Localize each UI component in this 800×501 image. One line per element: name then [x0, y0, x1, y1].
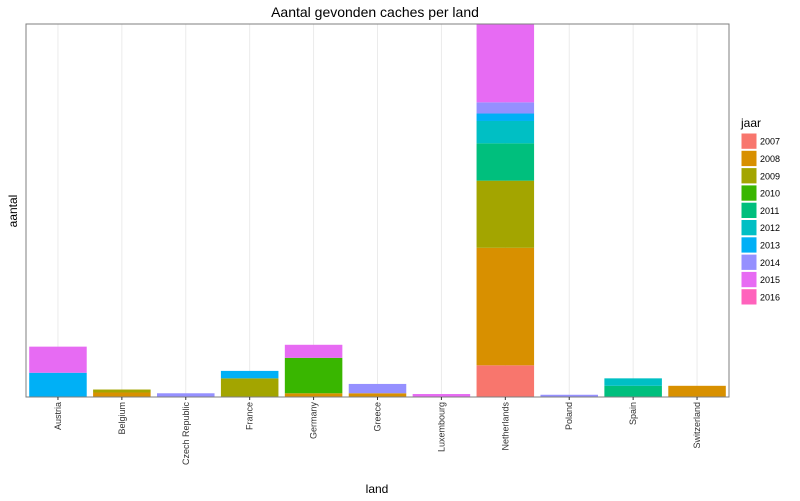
legend-key	[740, 201, 758, 219]
bar-segment	[220, 378, 279, 397]
x-tick-labels: Austria Belgium Czech Republic France German…	[53, 397, 702, 465]
bar-segment	[220, 370, 279, 379]
x-tick-label: Luxembourg	[436, 402, 446, 452]
legend: jaar 2007 2008 2009 2010 2011 2012 2013 2014 201…	[740, 116, 780, 306]
bars-layer	[29, 24, 726, 397]
legend-key	[740, 253, 758, 271]
legend-key	[740, 167, 758, 185]
bar-segment	[668, 385, 726, 397]
legend-label: 2011	[760, 206, 779, 216]
legend-label: 2013	[760, 240, 780, 250]
legend-label: 2010	[760, 189, 780, 199]
bar-segment	[93, 392, 151, 397]
legend-key	[740, 288, 758, 306]
bar-segment	[476, 24, 535, 103]
bar-segment	[604, 385, 662, 397]
legend-label: 2015	[760, 275, 780, 285]
x-tick-label: Poland	[564, 402, 574, 430]
bar-segment	[540, 394, 598, 397]
bar-segment	[412, 394, 471, 397]
bar-segment	[604, 378, 662, 386]
bar-segment	[476, 143, 535, 181]
grid-layer	[57, 24, 698, 397]
legend-label: 2016	[760, 292, 780, 302]
y-axis-title: aantal	[6, 195, 20, 228]
x-axis-title: land	[366, 482, 389, 496]
bar-segment	[348, 393, 407, 397]
legend-label: 2009	[760, 171, 780, 181]
legend-key	[740, 184, 758, 202]
x-tick-label: Greece	[373, 402, 383, 432]
x-tick-label: France	[245, 402, 255, 430]
bar-segment	[284, 344, 343, 358]
legend-label: 2012	[760, 223, 780, 233]
chart-title: Aantal gevonden caches per land	[271, 4, 479, 20]
bar-segment	[476, 120, 535, 144]
legend-label: 2014	[760, 258, 780, 268]
legend-key	[740, 270, 758, 289]
bar-segment	[284, 393, 343, 397]
legend-label: 2008	[760, 154, 780, 164]
bar-segment	[284, 357, 343, 394]
bar-segment	[93, 389, 151, 393]
bar-segment	[476, 365, 535, 397]
bar-segment	[348, 383, 407, 394]
bar-segment	[476, 113, 535, 121]
x-tick-label: Spain	[628, 402, 638, 425]
legend-key	[740, 132, 758, 150]
bar-segment	[476, 102, 535, 114]
legend-label: 2007	[760, 137, 780, 147]
x-tick-label: Czech Republic	[181, 402, 191, 466]
legend-key	[740, 219, 758, 237]
x-tick-label: Netherlands	[500, 402, 510, 451]
bar-segment	[29, 372, 87, 397]
x-tick-label: Austria	[53, 402, 63, 430]
x-tick-label: Belgium	[117, 402, 127, 435]
bar-segment	[476, 247, 535, 366]
legend-key	[740, 236, 758, 254]
bar-segment	[476, 180, 535, 248]
legend-title: jaar	[740, 116, 761, 130]
x-tick-label: Germany	[309, 402, 319, 440]
bar-segment	[157, 393, 215, 397]
legend-key	[740, 149, 758, 168]
bar-segment	[29, 346, 87, 373]
x-tick-label: Switzerland	[692, 402, 702, 449]
